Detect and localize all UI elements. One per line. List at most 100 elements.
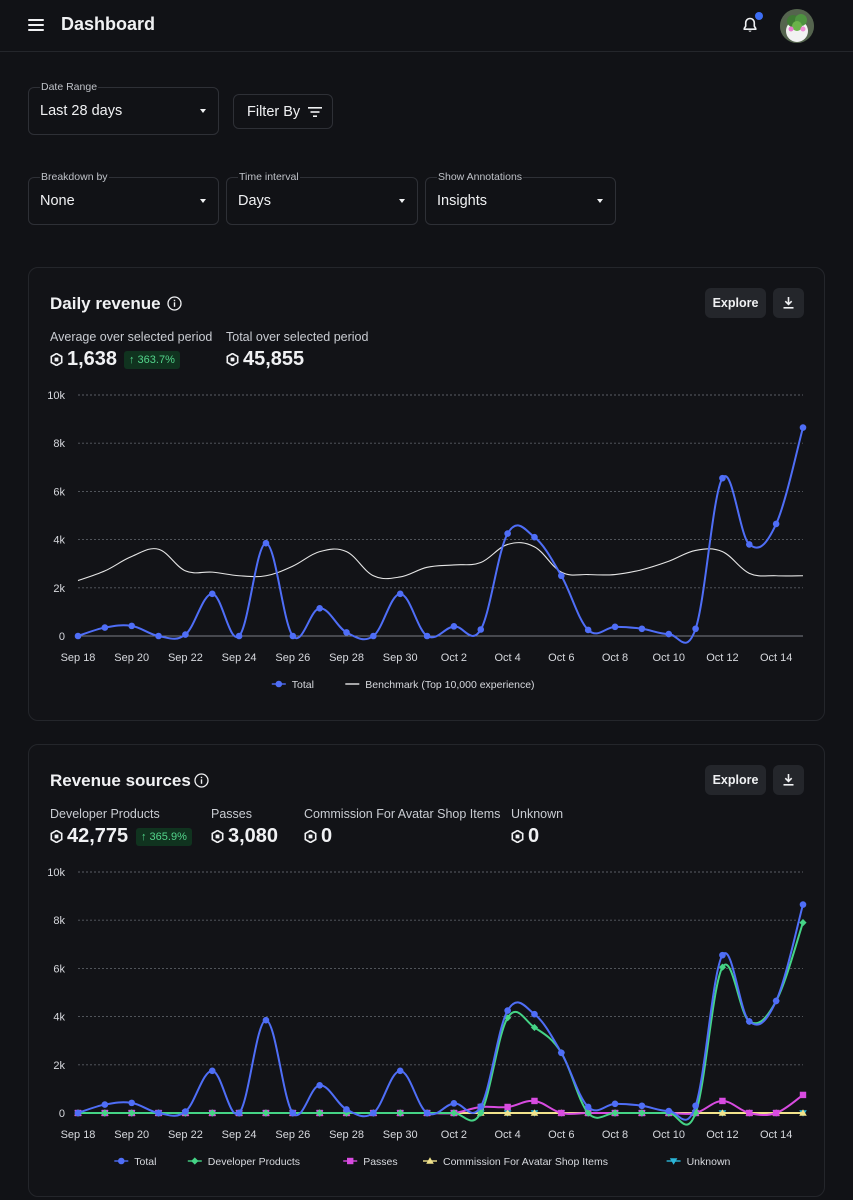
passes-amount: 3,080 <box>228 825 279 847</box>
data-point <box>719 474 726 482</box>
x-tick-label: Oct 12 <box>706 652 738 664</box>
filter-icon <box>308 107 322 117</box>
data-point <box>423 632 431 640</box>
total-value: 45,855 <box>226 348 304 371</box>
download-icon <box>783 297 794 309</box>
x-tick-label: Oct 8 <box>602 652 628 664</box>
data-point <box>343 629 350 636</box>
x-tick-label: Oct 2 <box>441 1129 467 1141</box>
legend-label: Unknown <box>687 1156 731 1168</box>
data-point <box>396 590 404 598</box>
data-point <box>155 1109 162 1117</box>
data-point <box>638 625 646 633</box>
robux-icon <box>211 830 224 843</box>
legend-swatch-marker <box>669 1158 678 1165</box>
data-point <box>558 572 565 580</box>
legend-item-unknown: Unknown <box>666 1156 731 1168</box>
notification-dot <box>755 12 763 20</box>
caret-down-icon <box>200 109 206 113</box>
legend-label: Commission For Avatar Shop Items <box>443 1156 608 1168</box>
data-point <box>182 1108 189 1115</box>
data-point <box>289 632 297 640</box>
data-point <box>208 1067 216 1075</box>
annotations-select[interactable]: Show Annotations Insights <box>425 171 616 225</box>
commission-value: 0 <box>304 825 332 848</box>
average-change-badge: ↑ 363.7% <box>124 351 180 369</box>
data-point <box>718 1109 727 1116</box>
explore-button[interactable]: Explore <box>705 765 766 795</box>
passes-label: Passes <box>211 807 252 821</box>
x-tick-label: Oct 4 <box>494 652 520 664</box>
date-range-label: Date Range <box>40 81 99 93</box>
series-line-benchmark-top-10-000-experience <box>77 542 804 582</box>
data-point <box>504 530 511 537</box>
data-point <box>799 1091 807 1099</box>
download-button[interactable] <box>773 765 804 795</box>
revenue-sources-title: Revenue sources <box>50 771 191 790</box>
data-point <box>745 1018 753 1025</box>
total-amount: 45,855 <box>243 348 305 370</box>
data-point <box>74 632 82 640</box>
x-tick-label: Sep 18 <box>61 1129 96 1141</box>
avatar[interactable] <box>780 9 814 43</box>
data-point <box>370 1109 377 1117</box>
info-icon[interactable] <box>167 296 182 311</box>
data-point <box>665 630 673 638</box>
y-tick-label: 6k <box>53 486 65 498</box>
data-point <box>504 1007 511 1014</box>
y-tick-label: 6k <box>53 963 65 975</box>
caret-down-icon <box>597 199 603 203</box>
daily-revenue-card: Daily revenue Explore Average over selec… <box>28 267 825 721</box>
data-point <box>799 1109 807 1116</box>
date-range-select[interactable]: Date Range Last 28 days <box>28 81 219 135</box>
data-point <box>477 1103 485 1110</box>
data-point <box>611 1100 619 1108</box>
legend-item-total: Total <box>271 679 314 691</box>
passes-value: 3,080 <box>211 825 278 848</box>
data-point <box>719 951 726 959</box>
download-button[interactable] <box>773 288 804 318</box>
data-point <box>289 1109 297 1117</box>
series-line-total <box>77 904 804 1121</box>
data-point <box>530 1109 539 1116</box>
notification-bell-icon[interactable] <box>741 16 759 34</box>
x-tick-label: Oct 6 <box>548 1129 574 1141</box>
breakdown-select[interactable]: Breakdown by None <box>28 171 219 225</box>
info-icon[interactable] <box>194 773 209 788</box>
legend-item-commission-for-avatar-shop-items: Commission For Avatar Shop Items <box>423 1156 608 1168</box>
x-tick-label: Oct 14 <box>760 652 792 664</box>
developer-products-change-badge: ↑ 365.9% <box>136 828 192 846</box>
robux-icon <box>50 830 63 843</box>
x-tick-label: Oct 6 <box>548 652 574 664</box>
menu-icon[interactable] <box>28 19 44 31</box>
y-tick-label: 2k <box>53 1060 65 1072</box>
time-interval-select[interactable]: Time interval Days <box>226 171 418 225</box>
legend-label: Passes <box>363 1156 397 1168</box>
y-tick-label: 2k <box>53 583 65 595</box>
x-tick-label: Sep 30 <box>383 652 418 664</box>
x-tick-label: Sep 30 <box>383 1129 418 1141</box>
annotations-label: Show Annotations <box>437 171 524 183</box>
explore-button[interactable]: Explore <box>705 288 766 318</box>
data-point <box>692 625 699 633</box>
time-interval-value: Days <box>238 193 272 209</box>
legend-swatch-marker <box>118 1157 125 1165</box>
x-tick-label: Sep 24 <box>222 652 257 664</box>
y-tick-label: 8k <box>53 915 65 927</box>
legend-label: Total <box>292 679 314 691</box>
legend-label: Benchmark (Top 10,000 experience) <box>365 679 534 691</box>
data-point <box>745 541 753 548</box>
data-point <box>450 1100 458 1107</box>
x-tick-label: Sep 28 <box>329 1129 364 1141</box>
data-point <box>799 901 807 908</box>
filter-by-button[interactable]: Filter By <box>233 94 333 129</box>
caret-down-icon <box>399 199 405 203</box>
x-tick-label: Sep 26 <box>275 1129 310 1141</box>
revenue-sources-chart: 0 2k 4k 6k 8k 10k Sep 18 Sep 20 Sep 22 Sep 24 Sep … <box>47 867 807 1168</box>
y-tick-label: 10k <box>47 867 65 879</box>
series-line-developer-products <box>78 922 804 1126</box>
data-point <box>584 1103 592 1111</box>
data-point <box>316 1081 323 1089</box>
top-bar: Dashboard <box>0 0 853 52</box>
y-tick-label: 0 <box>59 631 65 643</box>
